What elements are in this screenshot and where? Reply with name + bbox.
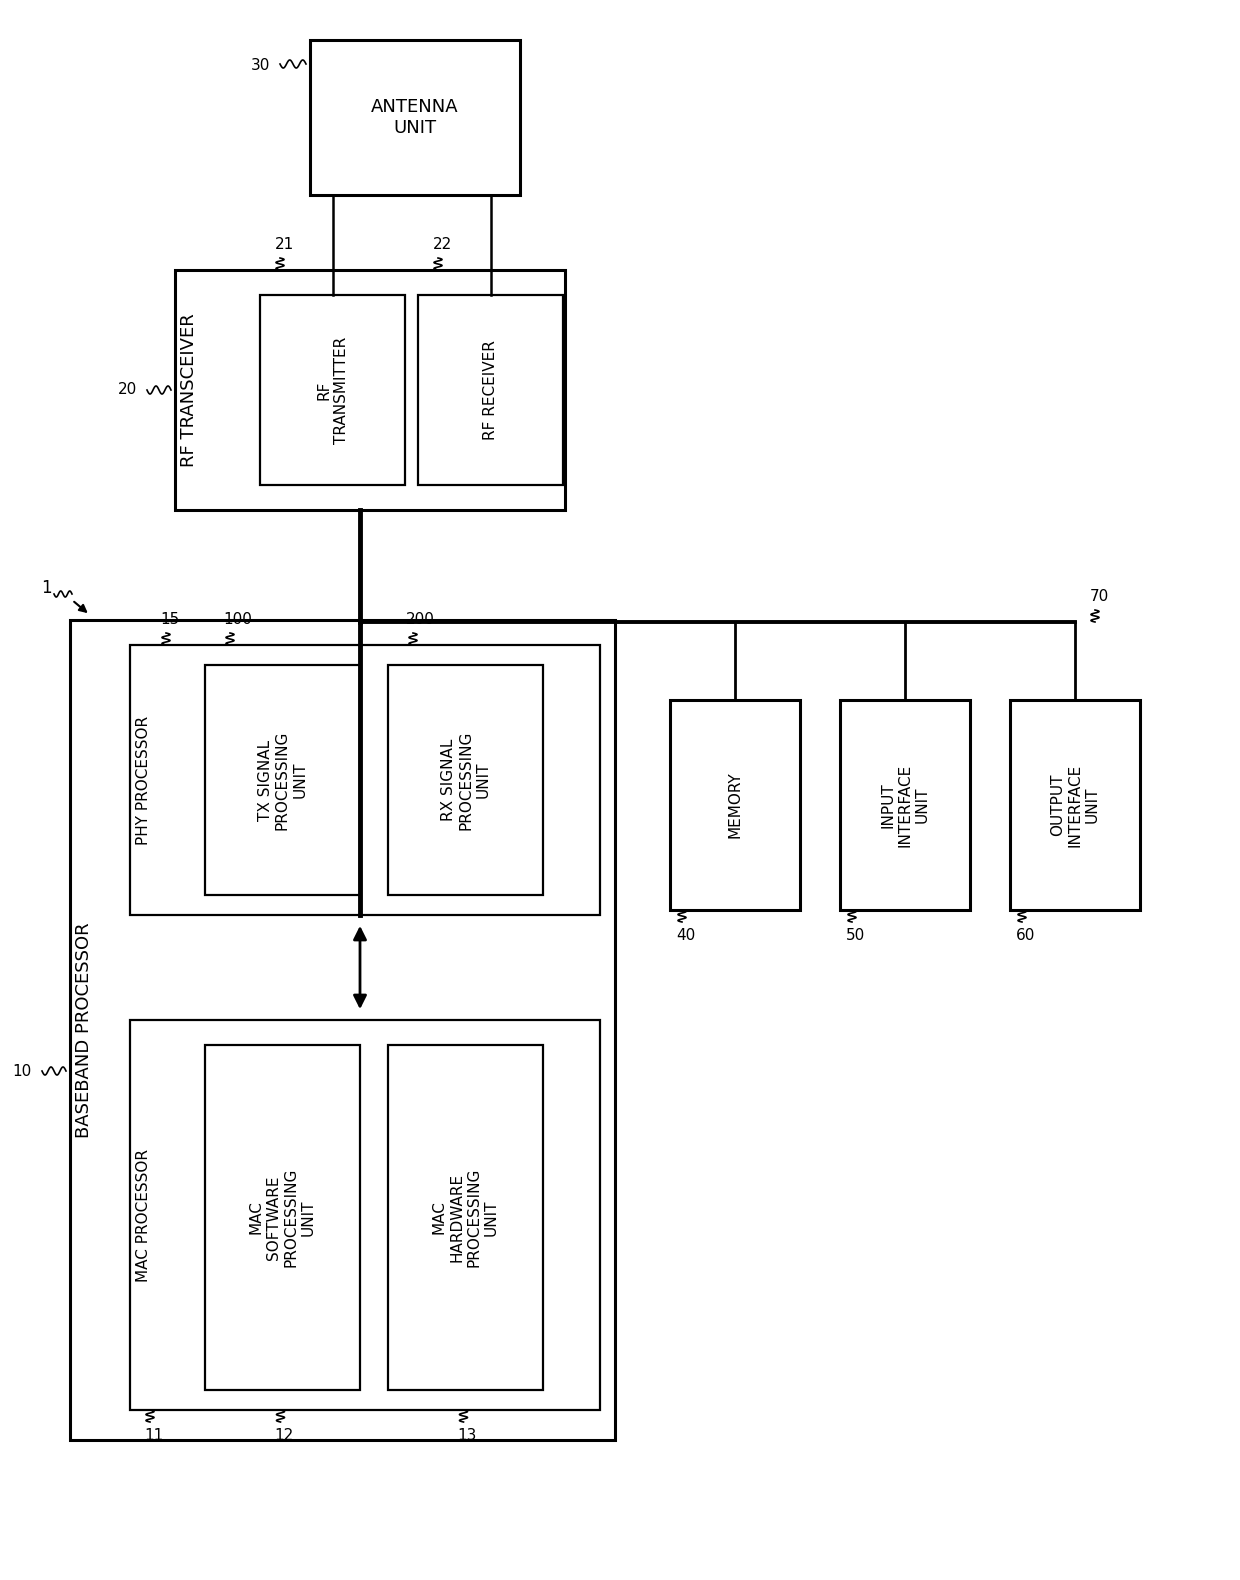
Bar [388,665,543,894]
Bar [130,1021,600,1409]
Text: MAC PROCESSOR: MAC PROCESSOR [136,1149,151,1281]
Text: OUTPUT
INTERFACE
UNIT: OUTPUT INTERFACE UNIT [1050,763,1100,847]
Text: TX SIGNAL
PROCESSING
UNIT: TX SIGNAL PROCESSING UNIT [258,730,308,830]
Text: RF
TRANSMITTER: RF TRANSMITTER [316,337,348,444]
Bar [310,40,520,194]
Text: 21: 21 [275,237,294,251]
Bar [260,295,405,485]
Text: 15: 15 [160,611,180,627]
Text: RF RECEIVER: RF RECEIVER [484,340,498,439]
Text: RX SIGNAL
PROCESSING
UNIT: RX SIGNAL PROCESSING UNIT [440,730,490,830]
Text: 30: 30 [250,58,270,73]
Text: 20: 20 [118,382,136,398]
Text: 40: 40 [676,927,696,943]
Text: 12: 12 [274,1428,294,1443]
Text: MAC
HARDWARE
PROCESSING
UNIT: MAC HARDWARE PROCESSING UNIT [432,1168,498,1267]
Text: 70: 70 [1090,589,1110,604]
Text: PHY PROCESSOR: PHY PROCESSOR [136,716,151,845]
Text: 10: 10 [12,1063,32,1079]
Text: INPUT
INTERFACE
UNIT: INPUT INTERFACE UNIT [880,763,930,847]
Bar [1011,700,1140,910]
Bar [839,700,970,910]
Text: RF TRANSCEIVER: RF TRANSCEIVER [180,313,198,466]
Text: 13: 13 [458,1428,477,1443]
Text: MEMORY: MEMORY [728,771,743,839]
Text: 60: 60 [1016,927,1035,943]
Text: MAC
SOFTWARE
PROCESSING
UNIT: MAC SOFTWARE PROCESSING UNIT [249,1168,316,1267]
Bar [205,665,360,894]
Text: 1: 1 [41,578,52,597]
Text: ANTENNA
UNIT: ANTENNA UNIT [371,98,459,137]
Text: BASEBAND PROCESSOR: BASEBAND PROCESSOR [74,923,93,1138]
Text: 200: 200 [405,611,435,627]
Text: 100: 100 [223,611,252,627]
Bar [418,295,563,485]
Bar [175,270,565,510]
Bar [388,1044,543,1390]
Text: 50: 50 [846,927,866,943]
Text: 22: 22 [433,237,453,251]
Bar [130,645,600,915]
Bar [69,619,615,1439]
Bar [670,700,800,910]
Bar [205,1044,360,1390]
Text: 11: 11 [144,1428,164,1443]
